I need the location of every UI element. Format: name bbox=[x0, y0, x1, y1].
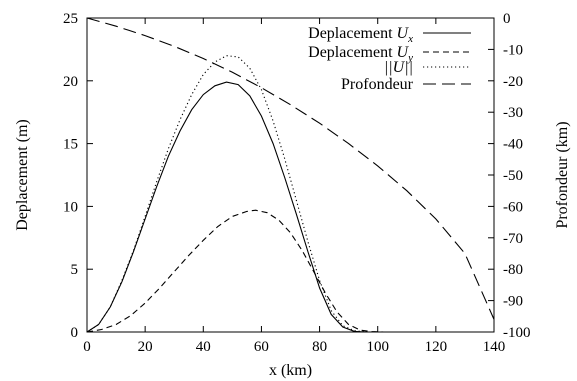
y-right-tick-label: 0 bbox=[503, 11, 511, 27]
x-tick-label: 120 bbox=[425, 339, 448, 355]
y-right-tick-label: -40 bbox=[503, 137, 523, 153]
legend-label-3: ||U|| bbox=[384, 59, 413, 76]
y-right-tick-label: -60 bbox=[503, 199, 523, 215]
y-right-tick-label: -80 bbox=[503, 262, 523, 278]
y-right-tick-label: -20 bbox=[503, 74, 523, 90]
y-axis-label-left: Deplacement (m) bbox=[14, 119, 31, 231]
y-left-tick-label: 0 bbox=[71, 325, 79, 341]
series-line-1 bbox=[86, 81, 494, 333]
y-axis-label-right: Profondeur (km) bbox=[554, 121, 571, 228]
y-right-tick-label: -30 bbox=[503, 105, 523, 121]
x-tick-label: 140 bbox=[483, 339, 506, 355]
x-axis-label: x (km) bbox=[269, 362, 312, 379]
y-left-tick-label: 20 bbox=[63, 74, 78, 90]
y-left-tick-label: 25 bbox=[63, 11, 78, 27]
series-lines bbox=[86, 17, 495, 333]
legend-label-4: Profondeur bbox=[341, 76, 414, 93]
x-tick-label: 80 bbox=[312, 339, 327, 355]
x-tick-label: 60 bbox=[254, 339, 269, 355]
y-left-tick-label: 10 bbox=[63, 199, 78, 215]
x-tick-label: 20 bbox=[138, 339, 153, 355]
x-tick-label: 40 bbox=[196, 339, 211, 355]
series-line-4 bbox=[86, 17, 495, 320]
y-right-tick-label: -70 bbox=[503, 231, 523, 247]
y-right-tick-label: -100 bbox=[503, 325, 531, 341]
y-right-tick-label: -10 bbox=[503, 42, 523, 58]
series-line-2 bbox=[86, 209, 494, 333]
y-right-tick-label: -50 bbox=[503, 168, 523, 184]
y-left-tick-label: 15 bbox=[63, 137, 78, 153]
axes: 0 20 40 60 80 100 120 1400510152025-100-90-80-7… bbox=[63, 11, 531, 355]
plot-frame bbox=[86, 17, 495, 333]
y-right-tick-label: -90 bbox=[503, 294, 523, 310]
y-left-tick-label: 5 bbox=[71, 262, 79, 278]
legend-label-2: Deplacement Uy bbox=[308, 44, 413, 64]
x-tick-label: 0 bbox=[83, 339, 91, 355]
series-line-3 bbox=[86, 55, 494, 333]
legend-label-1: Deplacement Ux bbox=[308, 25, 413, 45]
x-tick-label: 100 bbox=[366, 339, 389, 355]
